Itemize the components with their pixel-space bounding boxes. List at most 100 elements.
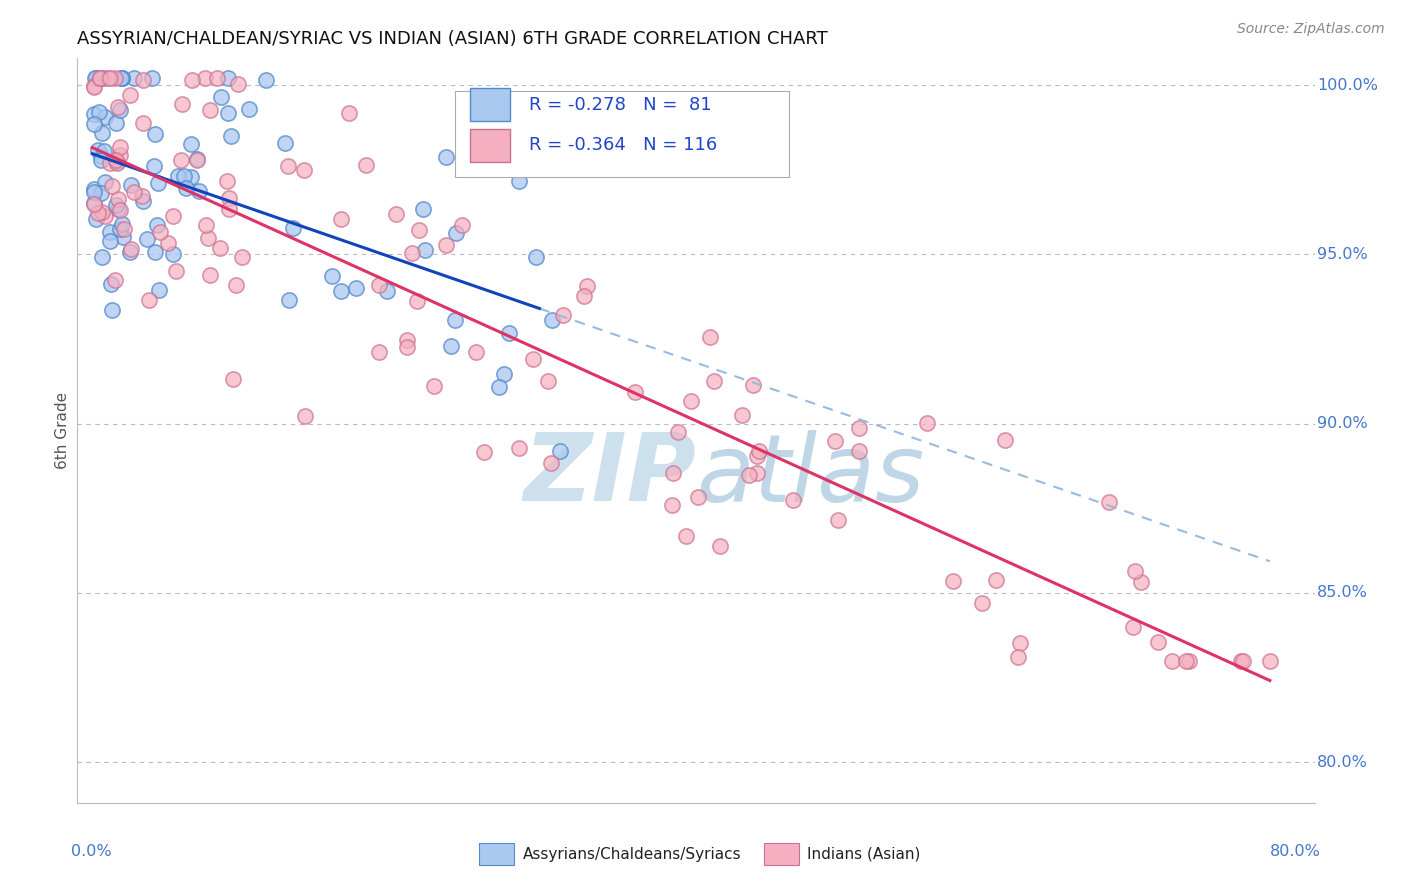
Point — [375, 284, 398, 298]
Point — [330, 284, 353, 298]
Point — [745, 449, 768, 463]
Point — [98, 155, 121, 169]
Point — [526, 250, 548, 264]
Point — [162, 209, 184, 223]
Point — [157, 236, 180, 251]
Y-axis label: 6th Grade: 6th Grade — [55, 392, 70, 469]
Point — [703, 374, 725, 388]
Point — [917, 416, 939, 430]
FancyBboxPatch shape — [763, 843, 799, 865]
Point — [748, 444, 770, 458]
Point — [194, 218, 217, 232]
Text: 85.0%: 85.0% — [1317, 585, 1368, 600]
Point — [321, 268, 343, 283]
Point — [440, 339, 463, 353]
Point — [498, 326, 520, 340]
Point — [219, 129, 242, 144]
Point — [688, 490, 710, 504]
Point — [217, 174, 239, 188]
Point — [1232, 654, 1254, 668]
Point — [149, 225, 172, 239]
Text: Indians (Asian): Indians (Asian) — [807, 847, 921, 862]
Point — [172, 96, 194, 111]
FancyBboxPatch shape — [454, 92, 789, 178]
Point — [98, 235, 121, 249]
Point — [553, 308, 575, 322]
Point — [146, 219, 169, 233]
Point — [395, 334, 418, 348]
Point — [994, 433, 1017, 447]
Point — [90, 205, 112, 219]
Point — [142, 159, 165, 173]
Point — [162, 247, 184, 261]
Point — [90, 153, 112, 167]
Point — [782, 493, 804, 508]
Point — [110, 71, 132, 86]
Point — [209, 89, 232, 103]
Point — [107, 202, 129, 217]
Point — [111, 71, 134, 86]
Point — [444, 312, 467, 326]
Point — [198, 103, 221, 118]
Point — [105, 154, 128, 169]
Point — [108, 103, 131, 118]
Text: 80.0%: 80.0% — [1270, 844, 1320, 859]
Point — [218, 202, 240, 217]
Point — [170, 153, 193, 167]
Point — [1258, 654, 1281, 668]
Point — [90, 149, 112, 163]
Point — [401, 246, 423, 260]
Point — [101, 302, 124, 317]
Point — [89, 71, 111, 86]
Point — [221, 372, 243, 386]
Point — [148, 284, 170, 298]
Point — [90, 250, 112, 264]
Point — [488, 379, 510, 393]
Point — [101, 179, 124, 194]
Point — [848, 444, 870, 458]
Point — [662, 466, 685, 480]
Point — [94, 110, 117, 124]
Point — [294, 409, 316, 423]
Point — [108, 202, 131, 217]
Point — [83, 196, 105, 211]
Point — [848, 421, 870, 435]
Point — [104, 71, 127, 86]
Point — [143, 128, 166, 142]
Point — [679, 393, 702, 408]
Point — [94, 209, 117, 223]
Point — [238, 102, 260, 116]
Point — [434, 150, 457, 164]
Point — [1098, 494, 1121, 508]
Point — [107, 192, 129, 206]
Point — [104, 273, 127, 287]
Point — [83, 78, 105, 93]
Point — [87, 144, 110, 158]
Text: 95.0%: 95.0% — [1317, 247, 1368, 262]
Point — [173, 169, 195, 184]
Point — [105, 156, 128, 170]
Point — [94, 175, 117, 189]
Text: atlas: atlas — [696, 430, 924, 521]
Point — [83, 107, 105, 121]
Point — [143, 245, 166, 260]
Point — [84, 71, 107, 86]
Point — [508, 441, 530, 455]
Point — [217, 71, 239, 86]
Point — [122, 185, 145, 199]
Point — [111, 71, 134, 86]
Point — [508, 174, 530, 188]
Point — [98, 71, 121, 86]
Point — [278, 293, 301, 307]
Point — [120, 242, 142, 256]
Point — [90, 186, 112, 201]
Point — [540, 456, 562, 470]
Point — [131, 189, 153, 203]
Text: Assyrians/Chaldeans/Syriacs: Assyrians/Chaldeans/Syriacs — [523, 847, 741, 862]
Point — [537, 374, 560, 388]
Point — [277, 159, 299, 173]
Point — [91, 71, 114, 86]
Point — [464, 345, 486, 359]
Point — [472, 445, 495, 459]
Point — [292, 163, 315, 178]
